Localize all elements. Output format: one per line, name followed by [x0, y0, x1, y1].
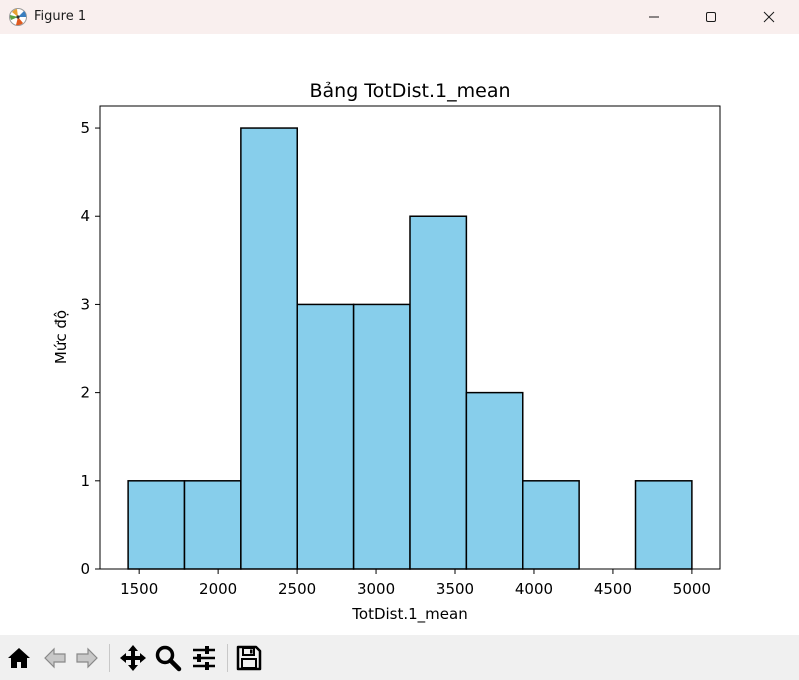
histogram-bars — [127, 127, 693, 570]
y-tick-label: 1 — [80, 472, 90, 490]
figure-canvas[interactable]: Bảng TotDist.1_mean Mức độ TotDist.1_mea… — [0, 34, 799, 635]
chart-title: Bảng TotDist.1_mean — [309, 80, 510, 102]
magnifier-icon — [155, 645, 182, 672]
zoom-button[interactable] — [153, 643, 183, 673]
y-axis-ticks: 0 1 2 3 4 5 — [80, 119, 100, 578]
minimize-icon — [649, 16, 659, 18]
histogram-bar — [240, 127, 298, 570]
x-axis-label: TotDist.1_mean — [351, 605, 467, 624]
home-icon — [8, 648, 30, 668]
plot-frame — [99, 105, 721, 570]
histogram-bar — [465, 391, 524, 570]
y-tick-label: 5 — [80, 119, 90, 137]
x-tick-label: 3000 — [357, 580, 395, 598]
x-tick-label: 4000 — [515, 580, 553, 598]
histogram-bar — [296, 303, 355, 570]
histogram-bar — [127, 480, 186, 570]
histogram-bar — [409, 215, 468, 570]
y-tick-label: 4 — [80, 207, 90, 225]
histogram-bar — [183, 480, 242, 570]
x-tick-label: 1500 — [120, 580, 158, 598]
arrow-right-icon — [76, 647, 98, 669]
toolbar-separator — [109, 644, 110, 672]
matplotlib-logo-icon — [8, 7, 28, 27]
minimize-button[interactable] — [631, 0, 677, 34]
x-tick-label: 2000 — [199, 580, 237, 598]
navigation-toolbar — [0, 635, 799, 680]
close-button[interactable] — [746, 0, 792, 34]
y-axis-label: Mức độ — [52, 310, 70, 364]
home-button[interactable] — [4, 643, 34, 673]
floppy-disk-icon — [236, 645, 262, 671]
histogram-chart: Bảng TotDist.1_mean Mức độ TotDist.1_mea… — [52, 80, 721, 624]
maximize-button[interactable] — [688, 0, 734, 34]
window-title: Figure 1 — [34, 9, 87, 24]
arrow-left-icon — [44, 647, 66, 669]
x-tick-label: 2500 — [278, 580, 316, 598]
forward-button[interactable] — [72, 643, 102, 673]
back-button[interactable] — [40, 643, 70, 673]
maximize-icon — [706, 12, 716, 22]
window-titlebar[interactable]: Figure 1 — [0, 0, 799, 34]
sliders-icon — [193, 646, 215, 670]
pan-button[interactable] — [118, 643, 148, 673]
x-axis-ticks: 1500 2000 2500 3000 3500 4000 4500 5000 — [120, 569, 711, 598]
y-tick-label: 2 — [80, 384, 90, 402]
save-button[interactable] — [234, 643, 264, 673]
y-tick-label: 3 — [80, 295, 90, 313]
close-icon — [763, 11, 775, 23]
toolbar-separator — [227, 644, 228, 672]
histogram-bar — [634, 480, 693, 570]
move-icon — [120, 645, 146, 671]
x-tick-label: 3500 — [436, 580, 474, 598]
configure-subplots-button[interactable] — [189, 643, 219, 673]
histogram-bar — [352, 303, 411, 570]
histogram-bar — [522, 480, 580, 570]
y-tick-label: 0 — [80, 560, 90, 578]
x-tick-label: 5000 — [673, 580, 711, 598]
x-tick-label: 4500 — [594, 580, 632, 598]
